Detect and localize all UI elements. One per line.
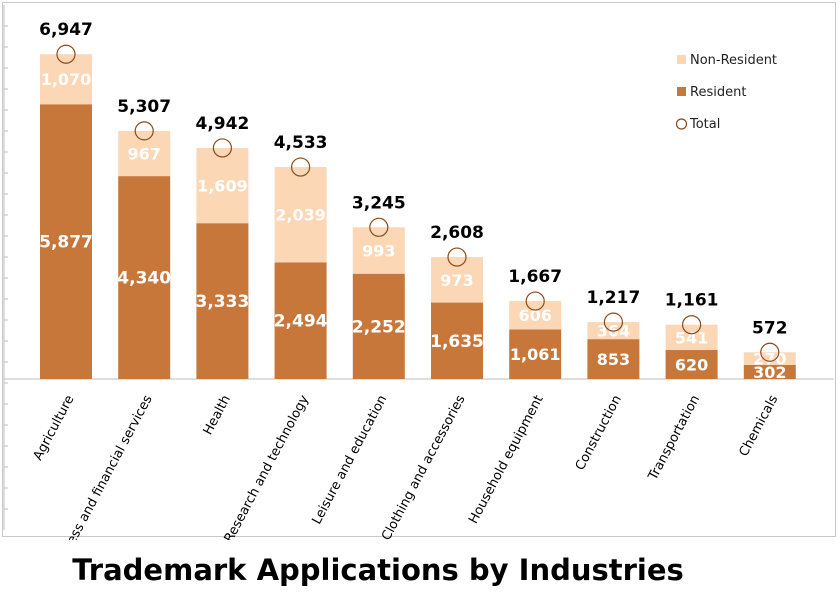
- bar-resident: [509, 329, 562, 379]
- label-resident-value: 1,635: [430, 332, 484, 352]
- chart-frame: [2, 2, 836, 537]
- label-non-resident-value: 993: [362, 242, 395, 261]
- label-total-value: 1,161: [665, 291, 719, 311]
- legend-label-resident: Resident: [690, 85, 746, 100]
- chart-canvas: 5,8771,0706,947Agriculture4,3409675,307B…: [3, 5, 834, 540]
- bar-resident: [431, 302, 483, 379]
- total-marker: [369, 217, 389, 237]
- label-non-resident-value: 967: [127, 145, 160, 164]
- bar-non-resident: [40, 54, 92, 105]
- bar-resident: [352, 273, 405, 379]
- category-label: Leisure and education: [310, 393, 391, 527]
- bar-resident: [665, 350, 718, 379]
- label-non-resident-value: 1,609: [197, 177, 248, 196]
- label-non-resident-value: 2,039: [275, 206, 326, 225]
- label-resident-value: 2,252: [352, 317, 406, 337]
- legend-marker-total: [675, 118, 688, 130]
- bar-non-resident: [431, 257, 483, 303]
- label-resident-value: 853: [597, 350, 630, 369]
- legend: Non-Resident Resident Total: [675, 53, 777, 132]
- total-marker: [681, 315, 702, 335]
- bar-resident: [196, 223, 249, 379]
- total-marker: [447, 247, 467, 267]
- labels-layer: 5,8771,0706,947Agriculture4,3409675,307B…: [31, 20, 788, 540]
- category-label: Clothing and accessories: [379, 393, 469, 540]
- label-non-resident-value: 606: [518, 306, 551, 325]
- label-resident-value: 620: [675, 356, 708, 375]
- label-non-resident-value: 270: [753, 350, 786, 369]
- legend-label-total: Total: [689, 117, 720, 132]
- label-total-value: 1,217: [587, 288, 641, 308]
- label-total-value: 5,307: [117, 97, 171, 117]
- category-label: Construction: [573, 393, 625, 473]
- total-marker: [134, 121, 154, 141]
- bar-resident: [743, 364, 796, 379]
- total-marker: [603, 312, 624, 332]
- label-resident-value: 2,494: [274, 312, 328, 332]
- label-total-value: 2,608: [430, 223, 484, 243]
- category-label: Research and technology: [222, 393, 313, 540]
- label-total-value: 4,942: [196, 114, 250, 134]
- bar-resident: [118, 176, 171, 379]
- total-marker: [56, 44, 76, 64]
- bar-non-resident: [665, 324, 718, 351]
- label-resident-value: 3,333: [196, 292, 250, 312]
- total-marker: [760, 342, 780, 362]
- total-marker: [212, 138, 232, 158]
- label-non-resident-value: 973: [440, 271, 473, 290]
- total-marker: [525, 291, 545, 311]
- bar-resident: [587, 339, 640, 379]
- category-label: Transportation: [645, 393, 703, 484]
- chart-title: Trademark Applications by Industries: [72, 553, 684, 587]
- legend-swatch-resident: [677, 87, 686, 96]
- bar-non-resident: [352, 227, 405, 274]
- label-non-resident-value: 1,070: [41, 70, 92, 89]
- bar-non-resident: [196, 147, 249, 224]
- legend-label-non-resident: Non-Resident: [690, 53, 777, 68]
- label-total-value: 4,533: [274, 133, 328, 153]
- label-total-value: 572: [752, 318, 788, 338]
- category-label: Agriculture: [31, 393, 78, 463]
- label-resident-value: 302: [753, 363, 786, 382]
- bar-non-resident: [509, 301, 562, 330]
- label-total-value: 6,947: [39, 20, 93, 40]
- category-label: Chemicals: [737, 393, 782, 459]
- bar-non-resident: [274, 167, 327, 263]
- bar-resident: [40, 104, 92, 380]
- total-marker: [291, 157, 311, 177]
- legend-swatch-non-resident: [677, 55, 686, 64]
- label-total-value: 1,667: [508, 267, 562, 287]
- label-resident-value: 5,877: [39, 233, 93, 253]
- bar-non-resident: [118, 130, 171, 177]
- category-label: Household equipment: [466, 393, 547, 527]
- label-resident-value: 4,340: [117, 269, 171, 289]
- label-non-resident-value: 541: [675, 328, 708, 347]
- bar-non-resident: [743, 352, 796, 365]
- bars-layer: [40, 54, 796, 380]
- bar-resident: [274, 262, 327, 379]
- label-resident-value: 1,061: [510, 345, 561, 364]
- label-total-value: 3,245: [352, 193, 406, 213]
- category-label: Health: [201, 393, 234, 438]
